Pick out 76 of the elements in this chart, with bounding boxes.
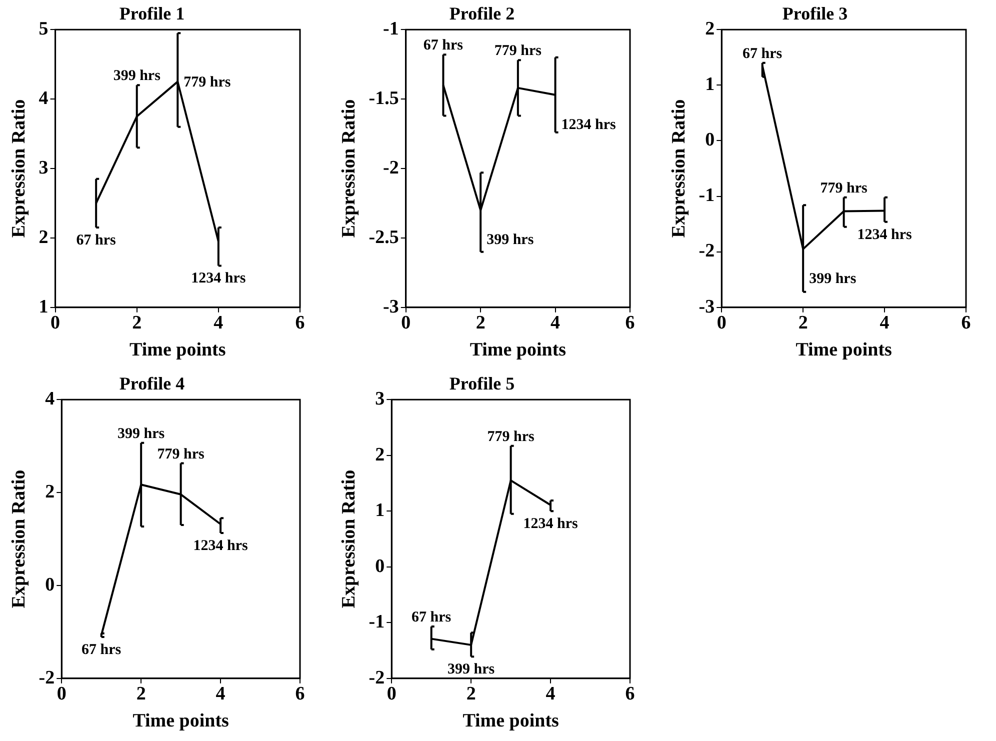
y-axis-title: Expression Ratio xyxy=(8,99,30,238)
x-tick-label: 2 xyxy=(466,684,476,705)
y-tick-label: 2 xyxy=(705,18,715,40)
y-tick-label: 0 xyxy=(45,574,55,596)
y-axis-title: Expression Ratio xyxy=(8,470,30,608)
x-axis-title: Time points xyxy=(470,340,566,361)
y-tick-label: 4 xyxy=(45,388,56,410)
annotation: 1234 hrs xyxy=(523,516,578,532)
annotation: 67 hrs xyxy=(742,46,782,62)
y-tick-label: 3 xyxy=(38,157,48,178)
annotation: 779 hrs xyxy=(487,428,535,445)
y-tick-label: -2.5 xyxy=(368,226,399,248)
y-tick-label: -1 xyxy=(698,185,715,206)
y-tick-label: -1.5 xyxy=(368,88,399,109)
x-tick-label: 6 xyxy=(625,684,635,705)
annotation: 1234 hrs xyxy=(193,538,248,554)
annotation: 779 hrs xyxy=(184,74,231,91)
annotation: 399 hrs xyxy=(113,68,161,84)
y-tick-label: 0 xyxy=(705,130,715,151)
annotation: 67 hrs xyxy=(82,642,122,658)
y-tick-label: -1 xyxy=(383,18,399,40)
y-tick-label: 2 xyxy=(38,226,48,248)
x-tick-label: 4 xyxy=(550,312,561,334)
y-tick-label: -2 xyxy=(698,240,715,262)
y-tick-label: 1 xyxy=(705,74,715,96)
x-tick-label: 4 xyxy=(216,684,226,705)
x-tick-label: 6 xyxy=(295,684,305,705)
x-tick-label: 2 xyxy=(132,312,142,334)
y-tick-label: 1 xyxy=(38,296,48,318)
y-tick-label: -1 xyxy=(368,612,385,633)
x-tick-label: 2 xyxy=(476,312,486,334)
annotation: 399 hrs xyxy=(118,426,165,442)
y-tick-label: 2 xyxy=(45,481,55,502)
annotation: 1234 hrs xyxy=(191,270,246,287)
y-tick-label: 2 xyxy=(375,444,385,466)
annotation: 1234 hrs xyxy=(857,226,912,243)
annotation: 779 hrs xyxy=(494,43,542,60)
x-tick-label: 2 xyxy=(798,312,808,334)
x-tick-label: 2 xyxy=(136,684,146,705)
annotation: 67 hrs xyxy=(423,38,464,54)
x-axis-title: Time points xyxy=(130,340,226,361)
x-tick-label: 6 xyxy=(961,312,971,334)
y-tick-label: 3 xyxy=(375,388,385,410)
y-axis-title: Expression Ratio xyxy=(338,99,360,238)
x-axis-title: Time points xyxy=(462,710,559,732)
y-tick-label: 0 xyxy=(375,556,385,577)
y-tick-label: -2 xyxy=(38,667,55,688)
annotation: 399 hrs xyxy=(448,662,495,678)
y-tick-label: -2 xyxy=(368,667,385,688)
annotation: 399 hrs xyxy=(486,232,534,248)
annotation: 67 hrs xyxy=(412,610,452,626)
y-tick-label: -3 xyxy=(698,296,715,318)
x-tick-label: 4 xyxy=(546,684,556,705)
y-tick-label: 1 xyxy=(375,500,385,522)
x-axis-title: Time points xyxy=(132,710,229,732)
chart-title: Profile 5 xyxy=(449,373,515,394)
annotation: 67 hrs xyxy=(76,232,116,249)
annotation: 779 hrs xyxy=(820,180,868,196)
annotation: 779 hrs xyxy=(157,446,205,462)
y-tick-label: 5 xyxy=(38,18,48,40)
y-axis-title: Expression Ratio xyxy=(338,470,360,608)
x-tick-label: 4 xyxy=(880,312,890,334)
y-tick-label: 4 xyxy=(38,88,49,109)
annotation: 399 hrs xyxy=(809,271,856,288)
y-tick-label: -3 xyxy=(383,296,399,318)
chart-title: Profile 3 xyxy=(782,3,848,24)
x-tick-label: 6 xyxy=(625,312,635,334)
annotation: 1234 hrs xyxy=(561,116,616,133)
y-tick-label: -2 xyxy=(383,157,399,178)
y-axis-title: Expression Ratio xyxy=(668,99,690,238)
x-tick-label: 4 xyxy=(214,312,224,334)
chart-title: Profile 4 xyxy=(119,373,185,394)
x-axis-title: Time points xyxy=(796,340,892,361)
x-tick-label: 6 xyxy=(295,312,305,334)
chart-title: Profile 1 xyxy=(119,3,185,24)
chart-title: Profile 2 xyxy=(449,3,515,24)
